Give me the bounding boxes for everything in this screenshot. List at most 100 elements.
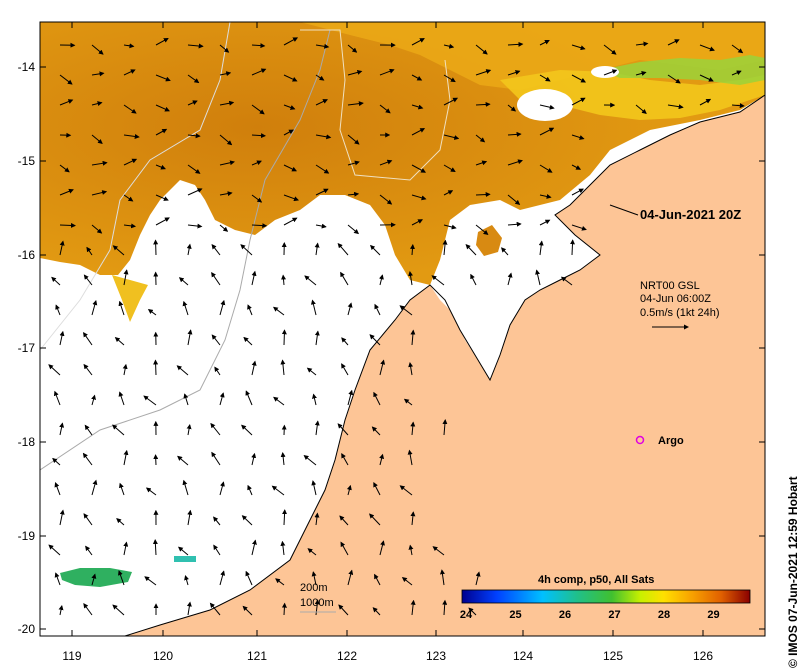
current-vector	[379, 453, 385, 466]
current-vector	[399, 485, 413, 496]
current-vector	[51, 276, 61, 286]
current-vector	[54, 481, 61, 496]
current-vector	[219, 392, 225, 406]
timestamp-leader	[609, 204, 639, 216]
current-vector	[410, 421, 416, 436]
cloud-gap	[517, 89, 573, 121]
current-vector	[153, 359, 159, 376]
current-vector	[214, 366, 221, 376]
current-vector	[442, 239, 448, 256]
current-vector	[123, 69, 136, 76]
current-vector	[341, 453, 349, 466]
current-vector	[379, 359, 386, 376]
current-vector	[443, 190, 454, 196]
current-vector	[667, 104, 684, 110]
current-vector	[219, 44, 230, 53]
current-vector	[470, 273, 477, 286]
current-vector	[571, 97, 586, 106]
current-vector	[465, 244, 477, 256]
current-vector	[143, 395, 157, 406]
colorbar-tick-label: 29	[707, 609, 719, 621]
current-vector	[83, 331, 93, 346]
current-vector	[211, 271, 221, 286]
current-vector	[379, 540, 385, 556]
lat-tick-label: -14	[18, 60, 36, 74]
current-vector	[311, 571, 317, 586]
estuary	[430, 260, 500, 360]
current-vector	[315, 74, 325, 81]
timestamp-label: 04-Jun-2021 20Z	[640, 207, 741, 222]
current-vector	[475, 160, 488, 166]
current-vector	[48, 364, 61, 376]
argo-label: Argo	[658, 435, 684, 447]
current-vector	[59, 74, 73, 85]
current-vector	[347, 191, 360, 197]
current-vector	[86, 246, 93, 256]
sst-yellow-patch	[500, 70, 765, 120]
current-vector	[91, 299, 98, 316]
current-vector	[59, 240, 65, 256]
current-vector	[475, 44, 488, 55]
plot-frame	[39, 21, 766, 637]
current-vector	[59, 330, 65, 346]
current-vector	[432, 546, 445, 556]
current-vector	[59, 188, 74, 196]
current-vector	[219, 299, 226, 316]
current-vector	[369, 513, 381, 526]
current-vector	[219, 191, 233, 197]
current-vector	[535, 269, 541, 286]
current-vector	[275, 578, 285, 586]
current-vector	[699, 74, 714, 82]
longitude-axis: 119 120 121 122 123 124 125 126	[62, 22, 713, 663]
current-vector	[211, 451, 221, 466]
current-vector	[155, 128, 168, 136]
current-vector	[443, 164, 456, 172]
lat-tick-label: -17	[18, 341, 36, 355]
sst-cooler-northeast	[300, 22, 765, 90]
current-vector	[731, 103, 745, 109]
current-vector	[251, 270, 257, 286]
current-vector	[281, 602, 287, 616]
current-vector	[507, 272, 513, 286]
current-vector	[123, 158, 138, 166]
current-vector	[122, 363, 128, 376]
current-vector	[177, 455, 189, 466]
current-vector	[403, 398, 413, 406]
current-vector	[52, 457, 61, 466]
current-vector	[114, 336, 125, 346]
current-vector	[475, 192, 491, 198]
current-vector	[635, 104, 647, 115]
current-vector	[280, 451, 286, 466]
lon-tick-label: 120	[153, 649, 173, 663]
current-vector	[315, 164, 330, 174]
current-vector	[347, 389, 354, 406]
current-vector	[112, 424, 125, 436]
current-vector	[211, 334, 221, 346]
current-vector	[240, 244, 253, 256]
current-vector	[186, 243, 192, 256]
current-vector	[123, 194, 134, 202]
current-vector	[91, 44, 104, 55]
current-vector	[635, 41, 649, 47]
current-vector	[635, 71, 647, 76]
current-vector	[182, 300, 189, 316]
current-vector	[560, 276, 573, 286]
current-vector	[245, 570, 253, 586]
current-vector	[178, 277, 189, 286]
current-vector	[55, 304, 61, 316]
current-vector	[699, 44, 715, 52]
sst-tongue	[112, 275, 148, 322]
current-vector	[91, 101, 103, 106]
current-vector	[411, 104, 424, 110]
current-vector	[147, 308, 157, 316]
current-vector	[144, 576, 157, 586]
current-vector	[59, 509, 65, 526]
vector-source-label: NRT00 GSL	[640, 280, 700, 292]
current-vector	[374, 303, 381, 316]
current-vector	[48, 544, 61, 556]
current-vector	[219, 481, 225, 496]
current-vector	[341, 363, 349, 376]
current-vector	[83, 603, 93, 616]
current-vector	[539, 219, 551, 226]
current-vector	[310, 299, 317, 316]
